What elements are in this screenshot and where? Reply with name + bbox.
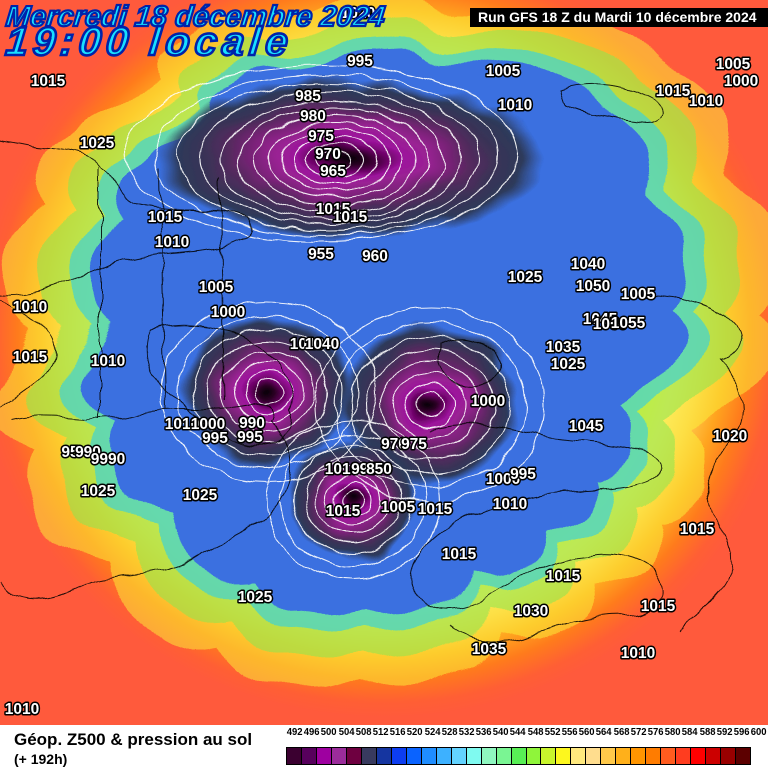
svg-text:970: 970 [315, 146, 341, 163]
svg-text:1010: 1010 [91, 353, 125, 370]
svg-text:1025: 1025 [508, 269, 543, 286]
svg-text:1015: 1015 [148, 209, 183, 226]
svg-text:850: 850 [366, 461, 392, 478]
svg-text:1035: 1035 [546, 339, 581, 356]
svg-text:1000: 1000 [471, 393, 505, 410]
svg-text:1040: 1040 [305, 336, 339, 353]
svg-text:1020: 1020 [713, 428, 747, 445]
svg-text:1015: 1015 [333, 209, 368, 226]
svg-text:1015: 1015 [13, 349, 48, 366]
svg-text:1050: 1050 [576, 278, 610, 295]
svg-text:980: 980 [300, 108, 326, 125]
svg-text:1015: 1015 [326, 503, 361, 520]
svg-text:1025: 1025 [183, 487, 218, 504]
svg-text:995: 995 [510, 466, 536, 483]
svg-text:1005: 1005 [716, 56, 751, 73]
svg-text:1040: 1040 [571, 256, 605, 273]
svg-text:1005: 1005 [486, 63, 521, 80]
svg-text:1025: 1025 [80, 135, 115, 152]
svg-text:955: 955 [308, 246, 334, 263]
svg-text:1005: 1005 [381, 499, 416, 516]
svg-text:1010: 1010 [13, 299, 47, 316]
svg-text:960: 960 [362, 248, 388, 265]
svg-text:1015: 1015 [656, 83, 691, 100]
svg-text:1045: 1045 [569, 418, 604, 435]
svg-text:1000: 1000 [724, 73, 758, 90]
svg-text:1005: 1005 [199, 279, 234, 296]
svg-text:1025: 1025 [551, 356, 586, 373]
svg-text:1010: 1010 [498, 97, 532, 114]
svg-text:975: 975 [308, 128, 334, 145]
svg-text:1005: 1005 [621, 286, 656, 303]
svg-text:1030: 1030 [514, 603, 548, 620]
svg-text:1000: 1000 [211, 304, 245, 321]
svg-text:1015: 1015 [31, 73, 66, 90]
svg-text:1015: 1015 [546, 568, 581, 585]
svg-text:1010: 1010 [155, 234, 189, 251]
svg-text:975: 975 [401, 436, 427, 453]
svg-text:995: 995 [347, 53, 373, 70]
svg-text:1025: 1025 [81, 483, 116, 500]
svg-text:1010: 1010 [5, 701, 39, 718]
svg-text:1000: 1000 [191, 416, 225, 433]
svg-text:1035: 1035 [472, 641, 507, 658]
svg-text:1010: 1010 [493, 496, 527, 513]
svg-text:1015: 1015 [641, 598, 676, 615]
svg-text:985: 985 [295, 88, 321, 105]
svg-text:1015: 1015 [418, 501, 453, 518]
svg-text:1025: 1025 [238, 589, 273, 606]
svg-text:1010: 1010 [689, 93, 723, 110]
svg-text:990: 990 [239, 415, 265, 432]
svg-text:1015: 1015 [442, 546, 477, 563]
svg-text:1010: 1010 [621, 645, 655, 662]
svg-text:965: 965 [320, 163, 346, 180]
svg-text:1015: 1015 [680, 521, 715, 538]
svg-text:1055: 1055 [611, 315, 646, 332]
svg-text:9990: 9990 [91, 451, 125, 468]
